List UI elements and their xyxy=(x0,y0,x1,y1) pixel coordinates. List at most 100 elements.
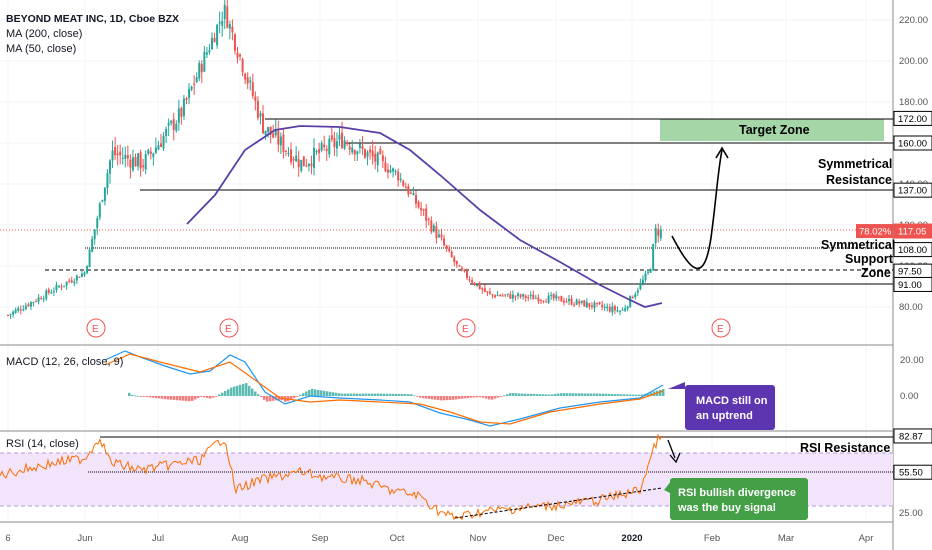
candle-body xyxy=(305,165,308,167)
macd-hist-bar xyxy=(143,396,146,397)
earnings-marker[interactable]: E xyxy=(711,318,731,338)
candle-body xyxy=(295,155,298,162)
rsi-level-tag xyxy=(893,428,932,444)
macd-hist-bar xyxy=(617,394,620,396)
candle-body xyxy=(282,134,285,152)
candle-body xyxy=(608,307,611,312)
macd-hist-bar xyxy=(320,390,323,396)
macd-hist-bar xyxy=(197,396,200,399)
candle-body xyxy=(318,149,321,154)
macd-hist-bar xyxy=(581,393,584,396)
candle-body xyxy=(35,300,38,302)
candle-body xyxy=(547,295,550,304)
candle-body xyxy=(205,52,208,55)
candle-body xyxy=(149,151,152,154)
price-level-tag xyxy=(893,182,932,198)
candle-body xyxy=(47,289,50,293)
candle-body xyxy=(157,145,160,150)
macd-hist-bar xyxy=(335,392,338,396)
macd-hist-bar xyxy=(560,393,563,396)
macd-hist-bar xyxy=(599,393,602,396)
candle-body xyxy=(24,305,27,310)
candle-body xyxy=(491,294,494,296)
candle-body xyxy=(545,301,548,303)
macd-hist-bar xyxy=(329,391,332,396)
candle-body xyxy=(379,148,382,155)
macd-hist-bar xyxy=(659,389,662,396)
candle-body xyxy=(488,291,491,294)
macd-hist-bar xyxy=(353,393,356,396)
candle-body xyxy=(361,146,364,149)
candle-body xyxy=(425,208,428,221)
time-axis[interactable]: 6 Jun Jul Aug Sep Oct Nov Dec 2020 Feb Mar Apr xyxy=(5,533,873,544)
macd-hist-bar xyxy=(188,396,191,402)
macd-hist-bar xyxy=(629,394,632,396)
candle-body xyxy=(279,136,282,146)
candle-body xyxy=(435,226,438,239)
earnings-marker[interactable]: E xyxy=(219,318,239,338)
candle-body xyxy=(578,301,581,304)
macd-hist-bar xyxy=(428,396,431,399)
earnings-marker[interactable]: E xyxy=(456,318,476,338)
candle-body xyxy=(63,285,66,287)
macd-hist-bar xyxy=(497,396,500,398)
price-axis[interactable]: 80.00100.00120.00140.00160.00180.00200.0… xyxy=(856,15,932,519)
rsi-tick-label: 25.00 xyxy=(899,508,923,519)
macd-hist-bar xyxy=(596,393,599,396)
candle-body xyxy=(509,294,512,299)
candle-body xyxy=(366,152,369,157)
price-level-tag xyxy=(893,223,932,239)
macd-hist-bar xyxy=(626,394,629,396)
candle-body xyxy=(593,302,596,309)
macd-hist-bar xyxy=(218,394,221,396)
price-grid xyxy=(0,0,893,522)
candle-body xyxy=(580,300,583,303)
macd-hist-bar xyxy=(305,391,308,396)
y-tick-label: 180.00 xyxy=(899,97,928,108)
candle-body xyxy=(432,225,435,232)
macd-note: MACD still on an uptrend xyxy=(668,382,775,430)
candle-body xyxy=(626,306,629,309)
candle-body xyxy=(471,280,474,283)
candle-body xyxy=(246,77,249,84)
svg-text:E: E xyxy=(717,324,724,335)
macd-hist-bar xyxy=(638,394,641,396)
candle-body xyxy=(341,132,344,148)
candle-body xyxy=(386,169,389,173)
candle-body xyxy=(532,294,535,300)
candle-body xyxy=(407,186,410,195)
candle-body xyxy=(75,275,78,281)
candle-body xyxy=(634,294,637,298)
macd-hist-bar xyxy=(269,396,272,402)
candle-body xyxy=(430,220,433,232)
candle-body xyxy=(139,152,142,169)
candle-body xyxy=(573,304,576,306)
macd-hist-bar xyxy=(185,396,188,401)
macd-hist-bar xyxy=(392,393,395,396)
macd-hist-bar xyxy=(242,383,245,396)
candle-body xyxy=(499,295,502,297)
macd-hist-bar xyxy=(338,393,341,396)
candle-body xyxy=(348,146,351,150)
macd-hist-bar xyxy=(425,396,428,399)
candle-body xyxy=(466,270,468,279)
candle-body xyxy=(611,306,614,313)
svg-text:E: E xyxy=(92,324,99,335)
candle-body xyxy=(160,143,162,147)
macd-hist-bar xyxy=(227,389,230,396)
candle-body xyxy=(529,294,532,297)
price-level-tag-label: 117.05 xyxy=(898,227,926,238)
candle-body xyxy=(14,309,17,313)
macd-tick-label: 20.00 xyxy=(900,355,924,366)
macd-hist-bar xyxy=(551,394,554,396)
svg-text:E: E xyxy=(462,324,469,335)
macd-hist-bar xyxy=(662,389,665,396)
macd-hist-bar xyxy=(545,394,548,396)
macd-hist-bar xyxy=(260,396,263,398)
earnings-marker[interactable]: E xyxy=(86,318,106,338)
macd-hist-bar xyxy=(530,393,533,396)
candle-body xyxy=(277,130,280,145)
candle-body xyxy=(12,311,15,315)
candle-body xyxy=(486,291,489,293)
